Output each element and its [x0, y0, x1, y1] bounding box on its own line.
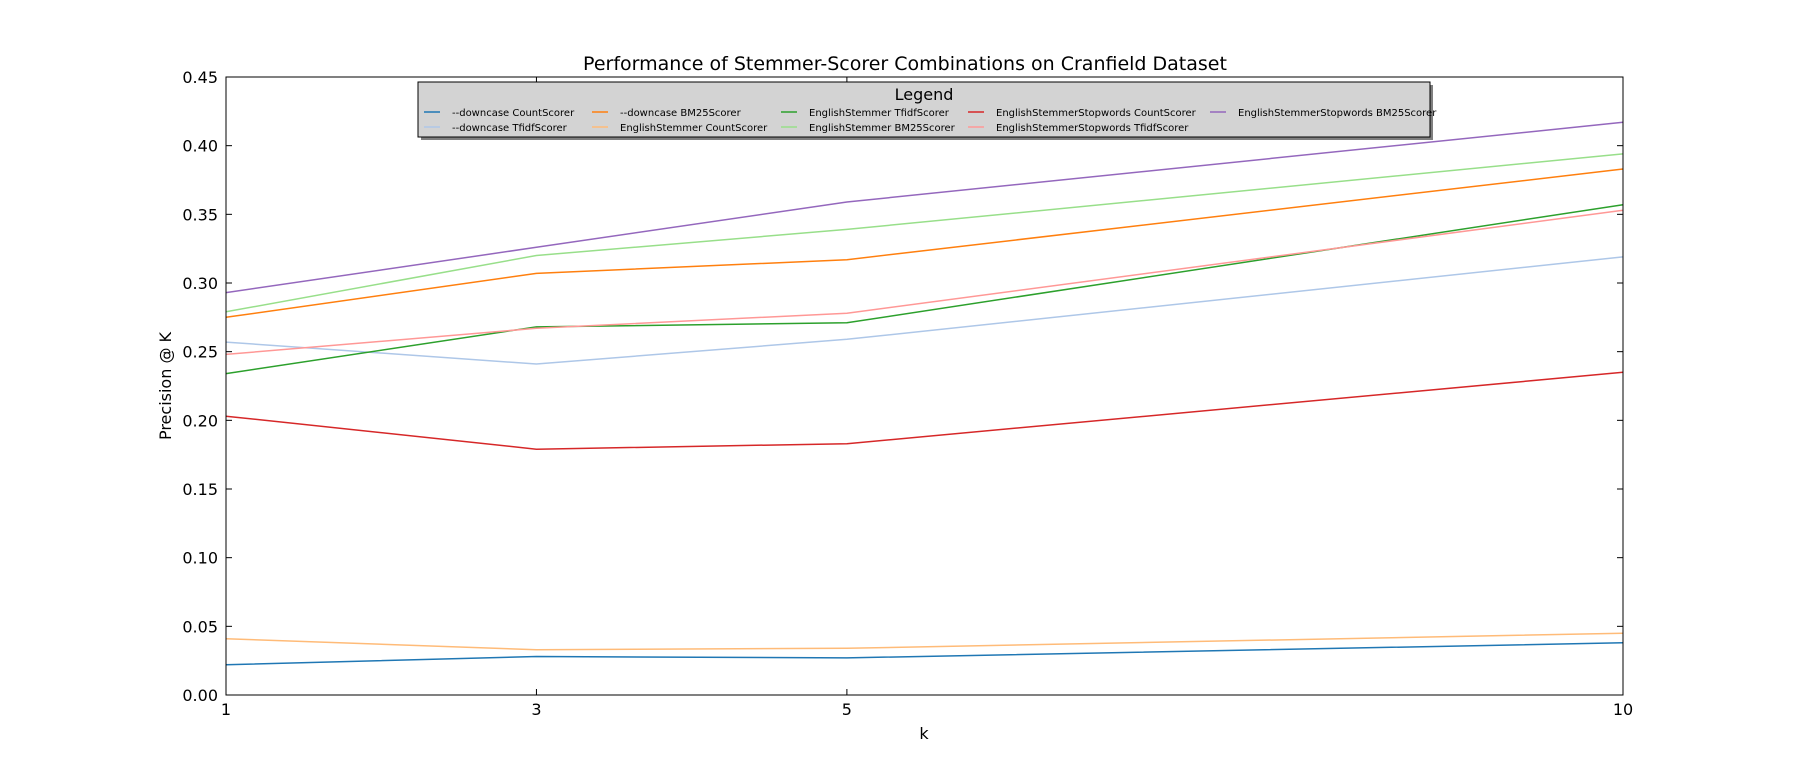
legend-box: [417, 81, 1431, 138]
series-line-8: [225, 209, 1624, 356]
legend: Legend --downcase CountScorer--downcase …: [417, 81, 1437, 140]
series-line-2: [225, 256, 1624, 365]
legend-items: --downcase CountScorer --downcase TfidfSc…: [424, 108, 1437, 134]
legend-entry-label: EnglishStemmerStopwords BM25Scorer: [1238, 108, 1437, 119]
x-axis-label: k: [919, 724, 929, 743]
series-line-1: [225, 642, 1624, 666]
y-tick-label: 0.05: [182, 617, 218, 636]
chart-title: Performance of Stemmer-Scorer Combinatio…: [583, 53, 1227, 75]
series-line-3: [225, 168, 1624, 319]
y-axis-label: Precision @ K: [156, 331, 175, 440]
y-tick-label: 0.40: [182, 137, 218, 156]
series-line-9: [225, 121, 1624, 294]
x-tick-label: 3: [531, 700, 541, 719]
y-tick-label: 0.10: [182, 549, 218, 568]
x-tick-label: 1: [221, 700, 231, 719]
y-tick-label: 0.30: [182, 274, 218, 293]
legend-entry-label: --downcase TfidfScorer: [452, 123, 568, 134]
series-line-7: [225, 371, 1624, 450]
axis-ticks: 1 3 5 10 0.00 0.05 0.10 0.15 0.20 0.25 0.30 0.35 0.4…: [182, 68, 1633, 719]
legend-entry-label: EnglishStemmerStopwords TfidfScorer: [996, 123, 1189, 134]
legend-entry-label: EnglishStemmer BM25Scorer: [809, 123, 956, 134]
legend-entry-label: --downcase BM25Scorer: [620, 108, 742, 119]
legend-entry-label: EnglishStemmer CountScorer: [620, 123, 768, 134]
legend-entry-label: EnglishStemmerStopwords CountScorer: [996, 108, 1197, 119]
legend-entry-label: EnglishStemmer TfidfScorer: [809, 108, 950, 119]
y-tick-label: 0.00: [182, 686, 218, 705]
x-tick-label: 5: [842, 700, 852, 719]
series-line-6: [225, 153, 1624, 313]
series-lines: [225, 121, 1624, 666]
y-tick-label: 0.25: [182, 343, 218, 362]
y-tick-label: 0.35: [182, 205, 218, 224]
y-tick-label: 0.15: [182, 480, 218, 499]
y-tick-label: 0.20: [182, 411, 218, 430]
series-line-5: [225, 203, 1624, 375]
legend-entry-label: --downcase CountScorer: [452, 108, 575, 119]
legend-title: Legend: [895, 85, 954, 104]
x-tick-label: 10: [1613, 700, 1633, 719]
y-tick-label: 0.45: [182, 68, 218, 87]
plot-frame: [225, 76, 1624, 696]
series-line-4: [225, 632, 1624, 651]
